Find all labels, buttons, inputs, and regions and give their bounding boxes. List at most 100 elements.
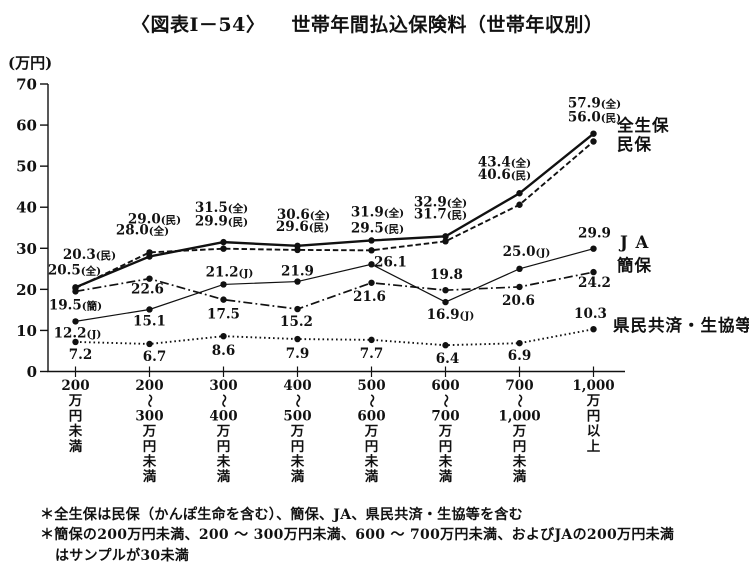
x-axis-category-label: 400: [209, 408, 237, 424]
y-axis-tick-label: 10: [16, 322, 37, 340]
data-label-kampo: 17.5: [207, 307, 240, 323]
x-axis-category-label: 〜: [363, 394, 379, 408]
data-label-minpo: 56.0(民): [568, 110, 621, 126]
x-axis-category-label: 万: [438, 424, 453, 440]
series-marker-kampo: [294, 305, 301, 313]
series-marker-kenmin-kyosai: [442, 342, 449, 349]
x-axis-category-label: 万: [290, 424, 305, 440]
data-label-zenseiho: 30.6(全): [277, 207, 330, 223]
series-marker-minpo: [220, 245, 227, 252]
series-minpo: 20.3(民) 29.0(民) 29.9(民) 29.6(民) 29.5(民) 31.7(…: [63, 110, 621, 292]
chart-title-tag: 〈図表Ⅰ－54〉: [131, 14, 266, 36]
x-axis-category-label: 〜: [511, 394, 527, 408]
series-marker-kampo: [516, 283, 523, 291]
series-marker-kampo: [442, 286, 449, 294]
data-label-kampo: 15.2: [280, 314, 313, 330]
x-axis-category-label: 円: [143, 439, 157, 455]
x-axis-category-label: 満: [365, 468, 379, 485]
data-label-ja: 12.2(J): [54, 325, 102, 341]
data-label-zenseiho: 28.0(全): [116, 223, 169, 239]
x-axis-category-label: 満: [513, 468, 527, 485]
data-label-kampo: 19.5(簡): [49, 297, 102, 313]
y-axis-unit: (万円): [8, 54, 53, 72]
x-axis-category-label: 〜: [215, 394, 231, 408]
x-axis-category-label: 500: [283, 408, 311, 424]
x-axis-category-label: 700: [431, 408, 459, 424]
y-axis-tick-label: 0: [27, 363, 37, 381]
data-label-ja: 21.9: [281, 264, 314, 280]
data-label-kenmin-kyosai: 6.7: [143, 349, 167, 365]
series-kenmin-kyosai: 7.2 6.7 8.6 7.9 7.7 6.4 6.9 10.3: [69, 306, 607, 367]
data-label-ja: 29.9: [578, 226, 611, 242]
y-axis-tick-label: 50: [16, 158, 37, 176]
x-axis-category-label: 円: [69, 408, 83, 424]
data-label-ja: 26.1: [374, 254, 407, 270]
series-marker-minpo: [294, 246, 301, 254]
footnote-2: ＊簡保の200万円未満、200 〜 300万円未満、600 〜 700万円未満、…: [40, 527, 675, 544]
series-marker-ja: [590, 245, 597, 252]
series-marker-kampo: [368, 279, 375, 286]
x-axis-category-label: 円: [587, 408, 601, 424]
data-label-ja: 25.0(J): [503, 244, 551, 260]
series-marker-ja: [72, 318, 79, 325]
series-marker-kenmin-kyosai: [516, 339, 523, 347]
x-axis-category-label: 万: [216, 424, 231, 440]
x-axis-category-label: 満: [69, 438, 83, 455]
legend-kampo: 簡保: [616, 255, 652, 275]
series-marker-ja: [294, 278, 301, 285]
data-label-kenmin-kyosai: 6.9: [508, 348, 532, 364]
data-label-minpo: 31.7(民): [414, 206, 467, 222]
data-label-zenseiho: 31.5(全): [195, 200, 248, 216]
x-axis-category-label: 300: [135, 408, 163, 424]
x-axis-category-label: 円: [365, 439, 379, 455]
series-zenseiho: 20.5(全) 28.0(全) 31.5(全) 30.6(全) 31.9(全) 32.9(…: [48, 96, 621, 291]
series-marker-minpo: [590, 138, 597, 145]
data-label-kenmin-kyosai: 7.9: [286, 346, 310, 362]
data-label-kenmin-kyosai: 7.2: [69, 347, 93, 363]
legend-minpo: 民保: [617, 134, 652, 154]
x-axis-category-label: 未: [291, 453, 305, 470]
series-marker-ja: [146, 306, 153, 313]
data-label-kampo: 20.6: [502, 293, 535, 309]
series-marker-minpo: [516, 201, 523, 208]
data-label-kampo: 22.6: [131, 282, 164, 298]
series-marker-minpo: [368, 247, 375, 254]
data-label-kampo: 19.8: [430, 267, 463, 283]
legend-kenmin-kyosai: 県民共済・生協等: [613, 315, 749, 335]
data-label-kenmin-kyosai: 8.6: [212, 343, 236, 359]
x-axis-category-label: 未: [439, 453, 453, 470]
y-axis-tick-label: 60: [16, 117, 37, 135]
series-line-kenmin-kyosai: [75, 328, 594, 347]
x-axis-category-label: 〜: [289, 394, 305, 408]
x-axis-category-label: 700: [505, 378, 533, 394]
series-marker-minpo: [146, 249, 153, 256]
x-axis: 200万円未満200〜300万円未満300〜400万円未満400〜500万円未満…: [61, 366, 615, 485]
data-label-zenseiho: 32.9(全): [414, 194, 467, 210]
x-axis-category-label: 万: [142, 424, 157, 440]
data-label-ja: 15.1: [133, 313, 166, 329]
footnotes: ＊全生保は民保（かんぽ生命を含む）、簡保、JA、県民共済・生協等を含む ＊簡保の…: [40, 505, 674, 566]
y-axis-tick-label: 70: [16, 76, 37, 94]
y-axis-tick-label: 40: [16, 199, 37, 217]
chart-title: 〈図表Ⅰ－54〉 世帯年間払込保険料（世帯年収別）: [131, 10, 603, 37]
series-marker-kenmin-kyosai: [72, 338, 79, 346]
x-axis-category-label: 1,000: [572, 378, 614, 394]
data-label-zenseiho: 43.4(全): [478, 154, 531, 170]
data-label-minpo: 29.9(民): [195, 214, 248, 230]
data-label-minpo: 20.3(民): [63, 247, 116, 263]
data-label-minpo: 29.6(民): [276, 219, 329, 235]
series-marker-kenmin-kyosai: [590, 325, 597, 333]
series-line-zenseiho: [75, 132, 595, 289]
axes: 0 10 20 30 40 50 60 70: [16, 76, 625, 381]
x-axis-category-label: 満: [439, 468, 453, 485]
x-axis-category-label: 600: [357, 408, 385, 424]
x-axis-category-label: 円: [439, 439, 453, 455]
series-ja: 12.2(J) 15.1 21.2(J) 21.9 26.1 16.9(J) 25.0(J)…: [54, 226, 611, 342]
series-line-kampo: [75, 271, 594, 310]
x-axis-category-label: 1,000: [498, 408, 540, 424]
series-marker-ja: [442, 298, 449, 306]
x-axis-category-label: 万: [512, 424, 527, 440]
data-label-minpo: 29.0(民): [128, 211, 181, 227]
